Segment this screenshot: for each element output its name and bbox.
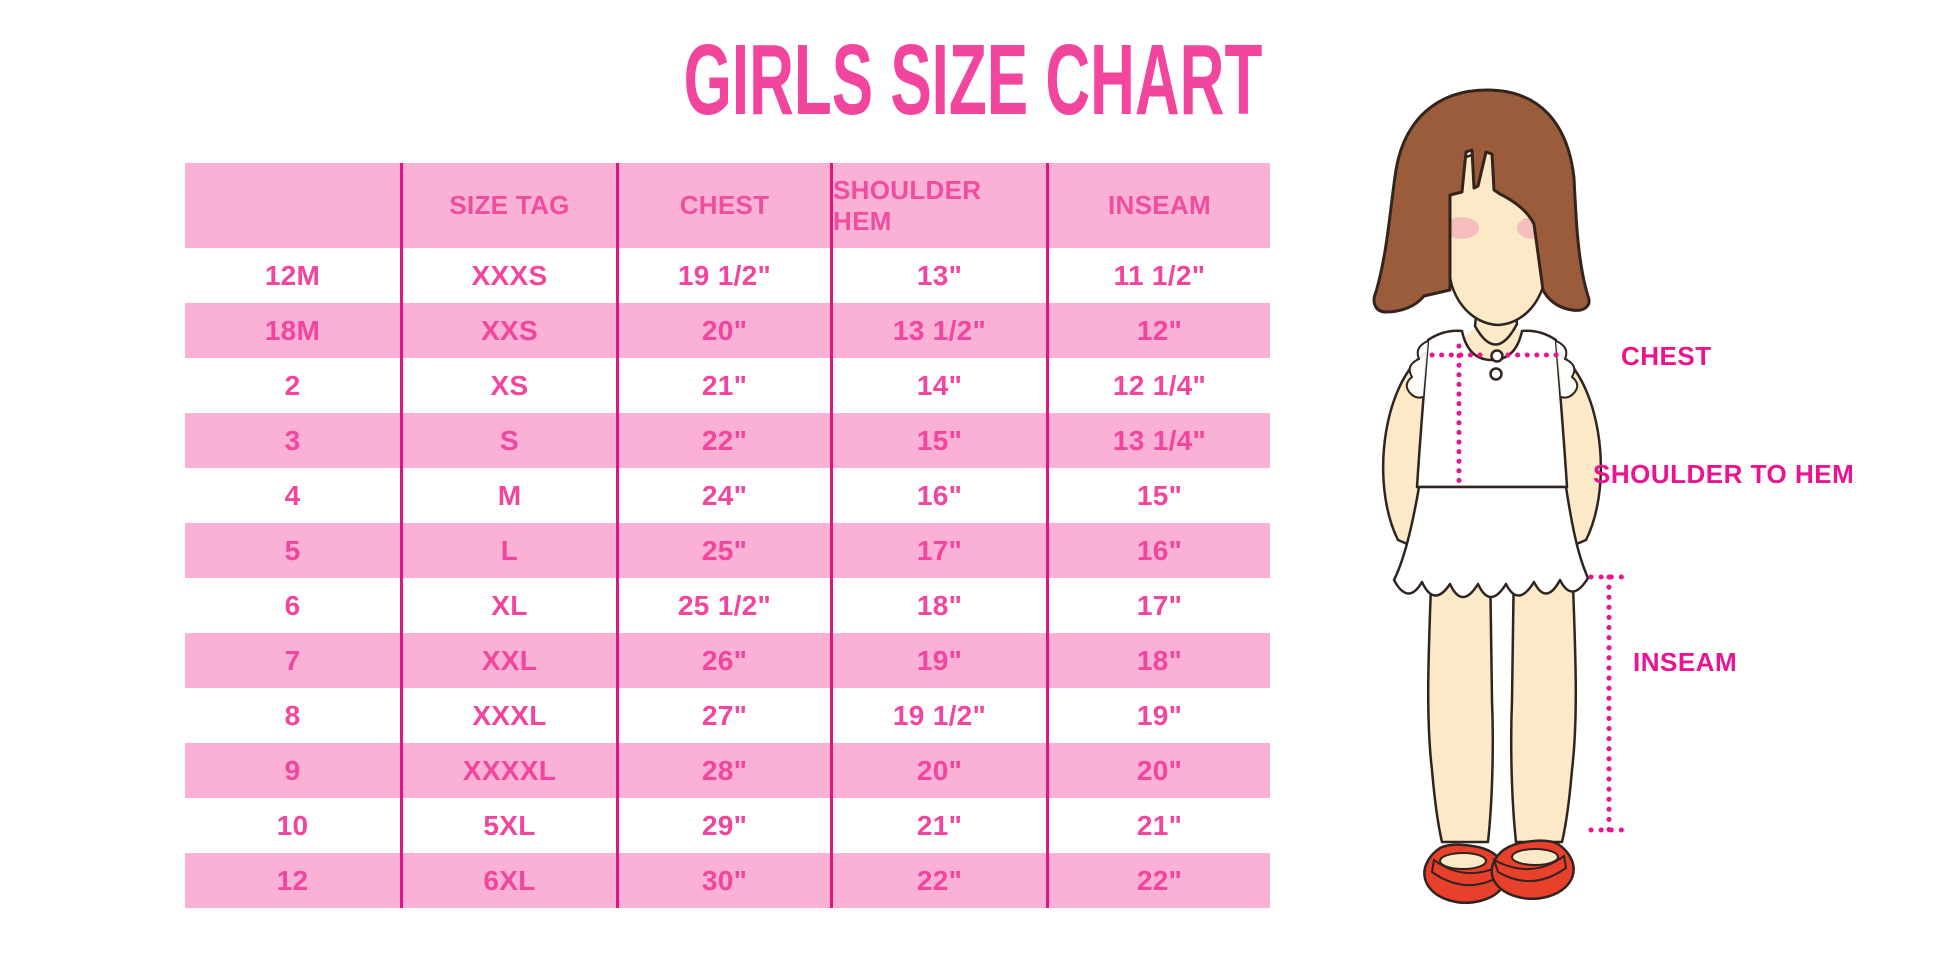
row-size-label: 2 bbox=[185, 358, 400, 413]
table-cell: 27" bbox=[616, 688, 830, 743]
column-header: SHOULDER HEM bbox=[830, 163, 1046, 248]
table-cell: 14" bbox=[830, 358, 1046, 413]
table-cell: 15" bbox=[1046, 468, 1270, 523]
table-cell: 22" bbox=[1046, 853, 1270, 908]
chest-label: CHEST bbox=[1621, 341, 1712, 371]
table-cell: XXXL bbox=[400, 688, 616, 743]
table-cell: 12" bbox=[1046, 303, 1270, 358]
page-title: GIRLS SIZE CHART bbox=[683, 24, 1263, 136]
row-size-label: 9 bbox=[185, 743, 400, 798]
row-size-label: 12 bbox=[185, 853, 400, 908]
measurement-guides bbox=[1429, 343, 1630, 833]
table-cell: 13" bbox=[830, 248, 1046, 303]
table-cell: 5XL bbox=[400, 798, 616, 853]
size-table: SIZE TAG CHEST SHOULDER HEM INSEAM 12M XXXS 19… bbox=[185, 163, 1270, 908]
table-cell: 19" bbox=[1046, 688, 1270, 743]
table-cell: 15" bbox=[830, 413, 1046, 468]
row-size-label: 5 bbox=[185, 523, 400, 578]
table-cell: 19 1/2" bbox=[830, 688, 1046, 743]
column-header bbox=[185, 163, 400, 248]
table-cell: 20" bbox=[830, 743, 1046, 798]
table-cell: 13 1/2" bbox=[830, 303, 1046, 358]
table-cell: XXS bbox=[400, 303, 616, 358]
row-size-label: 7 bbox=[185, 633, 400, 688]
column-header: SIZE TAG bbox=[400, 163, 616, 248]
girl-drawing bbox=[1372, 88, 1630, 904]
table-cell: XXL bbox=[400, 633, 616, 688]
table-cell: 24" bbox=[616, 468, 830, 523]
row-size-label: 12M bbox=[185, 248, 400, 303]
table-cell: 6XL bbox=[400, 853, 616, 908]
inseam-label: INSEAM bbox=[1633, 647, 1738, 677]
table-cell: M bbox=[400, 468, 616, 523]
table-cell: 20" bbox=[1046, 743, 1270, 798]
table-cell: 18" bbox=[1046, 633, 1270, 688]
row-size-label: 4 bbox=[185, 468, 400, 523]
table-cell: 16" bbox=[830, 468, 1046, 523]
table-cell: 17" bbox=[830, 523, 1046, 578]
row-size-label: 6 bbox=[185, 578, 400, 633]
table-cell: 29" bbox=[616, 798, 830, 853]
table-cell: XXXS bbox=[400, 248, 616, 303]
table-cell: 22" bbox=[616, 413, 830, 468]
table-cell: 25 1/2" bbox=[616, 578, 830, 633]
table-cell: 26" bbox=[616, 633, 830, 688]
table-cell: XS bbox=[400, 358, 616, 413]
table-cell: 21" bbox=[830, 798, 1046, 853]
table-cell: L bbox=[400, 523, 616, 578]
row-size-label: 3 bbox=[185, 413, 400, 468]
column-header: CHEST bbox=[616, 163, 830, 248]
row-size-label: 8 bbox=[185, 688, 400, 743]
table-cell: 21" bbox=[1046, 798, 1270, 853]
table-cell: 11 1/2" bbox=[1046, 248, 1270, 303]
table-cell: 17" bbox=[1046, 578, 1270, 633]
row-size-label: 18M bbox=[185, 303, 400, 358]
table-cell: 12 1/4" bbox=[1046, 358, 1270, 413]
table-cell: 18" bbox=[830, 578, 1046, 633]
table-cell: XL bbox=[400, 578, 616, 633]
table-cell: 25" bbox=[616, 523, 830, 578]
table-cell: 22" bbox=[830, 853, 1046, 908]
table-cell: 28" bbox=[616, 743, 830, 798]
shoulder-to-hem-label: SHOULDER TO HEM bbox=[1593, 459, 1855, 489]
table-cell: 20" bbox=[616, 303, 830, 358]
table-cell: 21" bbox=[616, 358, 830, 413]
table-cell: S bbox=[400, 413, 616, 468]
girl-illustration: CHEST SHOULDER TO HEM INSEAM bbox=[1300, 60, 1946, 960]
table-cell: 19 1/2" bbox=[616, 248, 830, 303]
table-cell: XXXXL bbox=[400, 743, 616, 798]
table-cell: 30" bbox=[616, 853, 830, 908]
column-header: INSEAM bbox=[1046, 163, 1270, 248]
table-cell: 16" bbox=[1046, 523, 1270, 578]
table-cell: 19" bbox=[830, 633, 1046, 688]
row-size-label: 10 bbox=[185, 798, 400, 853]
table-cell: 13 1/4" bbox=[1046, 413, 1270, 468]
